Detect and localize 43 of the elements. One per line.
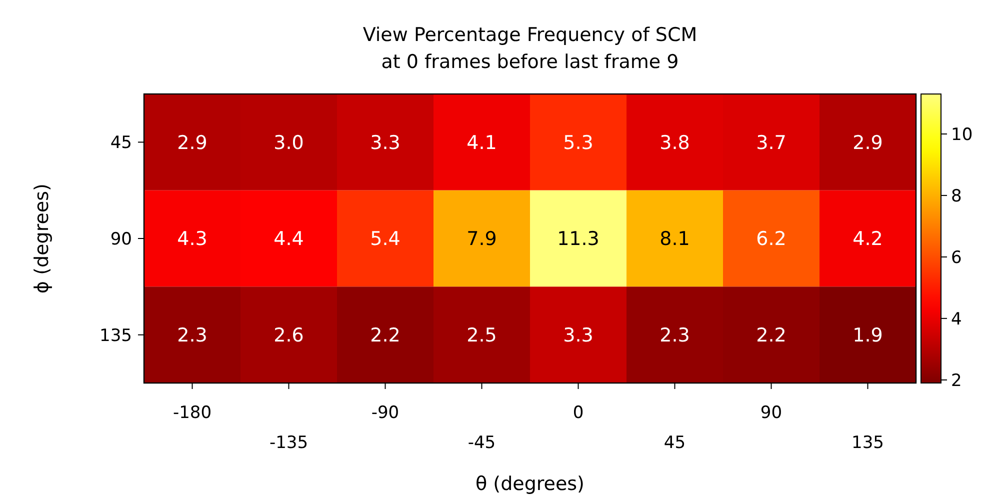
data-label: 2.6 <box>274 324 304 346</box>
y-tick-label: 90 <box>110 229 132 250</box>
data-label: 11.3 <box>557 228 600 250</box>
data-label: 8.1 <box>660 228 690 250</box>
data-label: 2.2 <box>756 324 786 346</box>
data-label: 2.3 <box>177 324 208 346</box>
color-bar-label: 6 <box>951 248 962 268</box>
x-tick-label: 90 <box>760 403 782 423</box>
x-tick-label: 0 <box>572 403 584 423</box>
color-bar-label: 8 <box>951 186 962 206</box>
data-label: 6.2 <box>756 228 786 250</box>
data-label: 3.0 <box>274 132 304 154</box>
data-label: 2.2 <box>370 324 400 346</box>
x-tick-label: 135 <box>852 433 884 453</box>
color-bar-label: 4 <box>951 309 962 330</box>
x-tick-label: -135 <box>269 433 308 453</box>
data-label: 2.9 <box>852 132 883 154</box>
color-bar-label: 10 <box>951 124 973 145</box>
data-label: 5.4 <box>370 228 400 250</box>
data-label: 1.9 <box>852 324 883 346</box>
data-label: 7.9 <box>466 228 497 250</box>
data-label: 4.3 <box>177 228 208 250</box>
data-label: 3.8 <box>660 132 690 154</box>
x-tick-label: -180 <box>172 403 212 423</box>
x-axis-title: θ (degrees) <box>476 473 584 495</box>
x-tick-label: 45 <box>664 433 686 453</box>
data-label: 3.7 <box>756 132 786 154</box>
x-tick-label: -90 <box>371 403 400 423</box>
x-tick-label: -45 <box>468 433 496 453</box>
data-label: 2.9 <box>177 132 208 154</box>
data-label: 4.4 <box>274 228 304 250</box>
data-label: 2.3 <box>660 324 690 346</box>
y-tick-label: 135 <box>100 326 132 346</box>
data-label: 4.2 <box>852 228 883 250</box>
color-bar-label: 2 <box>951 370 962 391</box>
y-tick-label: 45 <box>110 133 132 154</box>
y-axis-title: ϕ (degrees) <box>31 184 53 294</box>
chart-title: View Percentage Frequency of SCM at 0 frames before last frame 9 <box>362 24 698 73</box>
data-label: 3.3 <box>370 132 400 154</box>
data-label: 5.3 <box>563 132 594 154</box>
data-label: 3.3 <box>563 324 594 346</box>
data-label: 2.5 <box>466 324 497 346</box>
data-label: 4.1 <box>466 132 497 154</box>
